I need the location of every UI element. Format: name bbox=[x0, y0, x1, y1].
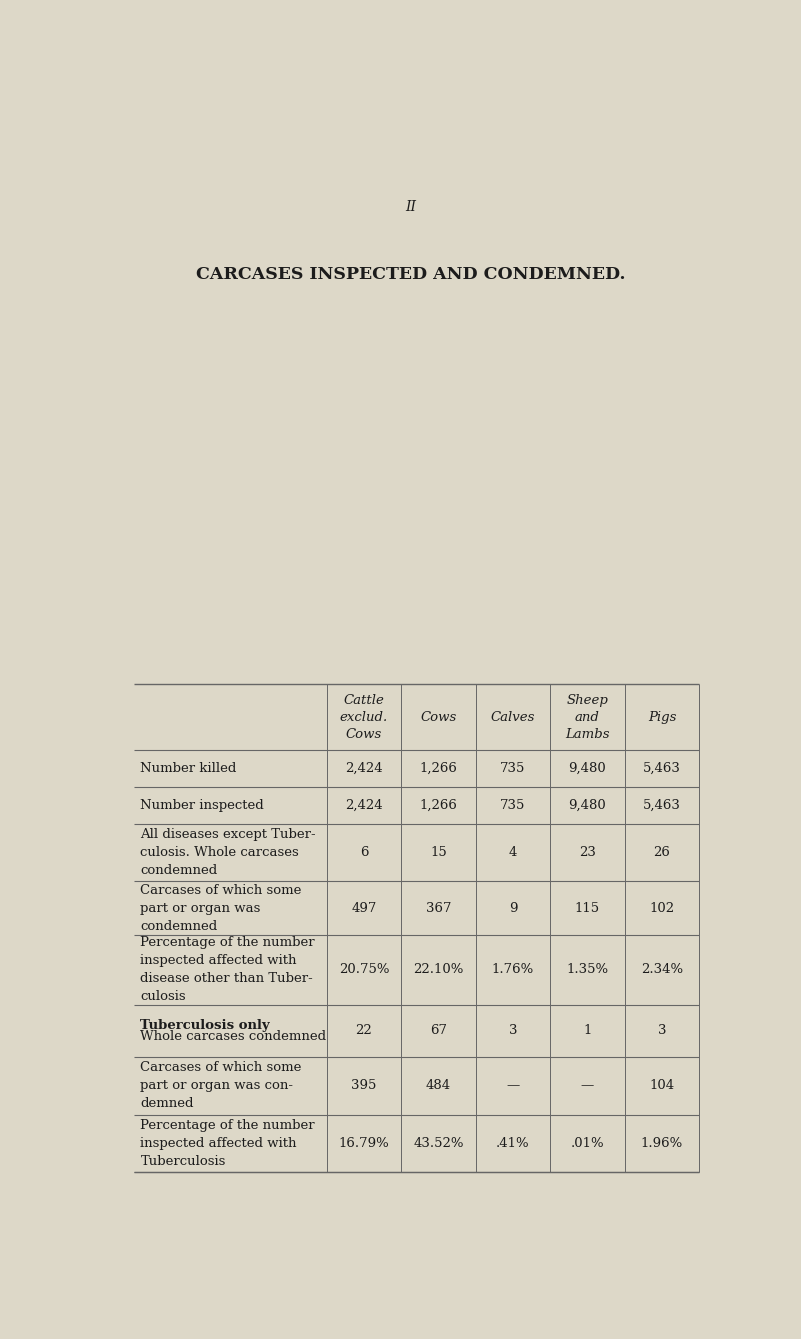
Text: .41%: .41% bbox=[496, 1137, 529, 1150]
Text: 395: 395 bbox=[352, 1079, 376, 1093]
Text: .01%: .01% bbox=[570, 1137, 604, 1150]
Text: 2.34%: 2.34% bbox=[641, 964, 683, 976]
Text: 22: 22 bbox=[356, 1024, 372, 1038]
Text: II: II bbox=[405, 200, 416, 214]
Text: —: — bbox=[506, 1079, 520, 1093]
Text: 26: 26 bbox=[654, 846, 670, 860]
Text: Carcases of which some
part or organ was
condemned: Carcases of which some part or organ was… bbox=[140, 884, 302, 933]
Text: Percentage of the number
inspected affected with
disease other than Tuber-
culos: Percentage of the number inspected affec… bbox=[140, 936, 315, 1003]
Text: 2,424: 2,424 bbox=[345, 798, 383, 811]
Text: 16.79%: 16.79% bbox=[339, 1137, 389, 1150]
Text: 3: 3 bbox=[509, 1024, 517, 1038]
Text: Number inspected: Number inspected bbox=[140, 798, 264, 811]
Text: 5,463: 5,463 bbox=[643, 798, 681, 811]
Text: 67: 67 bbox=[430, 1024, 447, 1038]
Text: Number killed: Number killed bbox=[140, 762, 237, 775]
Text: 22.10%: 22.10% bbox=[413, 964, 464, 976]
Text: 9,480: 9,480 bbox=[569, 762, 606, 775]
Text: 4: 4 bbox=[509, 846, 517, 860]
Text: CARCASES INSPECTED AND CONDEMNED.: CARCASES INSPECTED AND CONDEMNED. bbox=[195, 266, 626, 283]
Text: 367: 367 bbox=[425, 902, 451, 915]
Text: 484: 484 bbox=[426, 1079, 451, 1093]
Text: 102: 102 bbox=[650, 902, 674, 915]
Text: 735: 735 bbox=[501, 798, 525, 811]
Text: 1.35%: 1.35% bbox=[566, 964, 609, 976]
Text: 3: 3 bbox=[658, 1024, 666, 1038]
Text: Whole carcases condemned: Whole carcases condemned bbox=[140, 1030, 327, 1043]
Text: 6: 6 bbox=[360, 846, 368, 860]
Text: 23: 23 bbox=[579, 846, 596, 860]
Text: 20.75%: 20.75% bbox=[339, 964, 389, 976]
Text: 15: 15 bbox=[430, 846, 447, 860]
Text: 115: 115 bbox=[575, 902, 600, 915]
Text: 497: 497 bbox=[352, 902, 376, 915]
Text: 2,424: 2,424 bbox=[345, 762, 383, 775]
Text: Cattle
exclud.
Cows: Cattle exclud. Cows bbox=[340, 694, 388, 740]
Text: 104: 104 bbox=[650, 1079, 674, 1093]
Text: Carcases of which some
part or organ was con-
demned: Carcases of which some part or organ was… bbox=[140, 1062, 302, 1110]
Text: 735: 735 bbox=[501, 762, 525, 775]
Text: Sheep
and
Lambs: Sheep and Lambs bbox=[566, 694, 610, 740]
Text: 9: 9 bbox=[509, 902, 517, 915]
Text: 1: 1 bbox=[583, 1024, 592, 1038]
Text: Cows: Cows bbox=[421, 711, 457, 723]
Text: 9,480: 9,480 bbox=[569, 798, 606, 811]
Text: Pigs: Pigs bbox=[648, 711, 676, 723]
Text: 1,266: 1,266 bbox=[420, 762, 457, 775]
Text: 5,463: 5,463 bbox=[643, 762, 681, 775]
Text: Tuberculosis only: Tuberculosis only bbox=[140, 1019, 270, 1032]
Text: —: — bbox=[581, 1079, 594, 1093]
Text: Percentage of the number
inspected affected with
Tuberculosis: Percentage of the number inspected affec… bbox=[140, 1119, 315, 1168]
Text: 1.76%: 1.76% bbox=[492, 964, 534, 976]
Text: 1,266: 1,266 bbox=[420, 798, 457, 811]
Text: 43.52%: 43.52% bbox=[413, 1137, 464, 1150]
Text: 1.96%: 1.96% bbox=[641, 1137, 683, 1150]
Text: Calves: Calves bbox=[491, 711, 535, 723]
Text: All diseases except Tuber-
culosis. Whole carcases
condemned: All diseases except Tuber- culosis. Whol… bbox=[140, 828, 316, 877]
